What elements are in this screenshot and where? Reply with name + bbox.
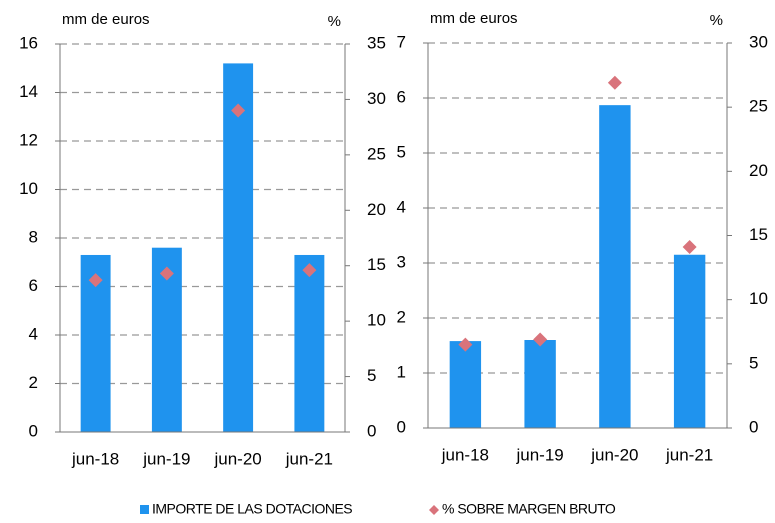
- diamond-marker: [533, 332, 548, 347]
- y2-tick-label: 15: [749, 225, 768, 244]
- y-tick-label: 10: [19, 179, 38, 198]
- diamond-marker: [682, 240, 697, 255]
- bar: [449, 341, 482, 428]
- y-tick-label: 8: [29, 227, 38, 246]
- x-tick-label: jun-19: [515, 445, 563, 464]
- y-tick-label: 14: [19, 82, 38, 101]
- bar: [599, 105, 631, 429]
- y2-tick-label: 35: [367, 33, 386, 52]
- bar: [294, 254, 325, 432]
- x-tick-label: jun-20: [590, 445, 638, 464]
- y-tick-label: 2: [29, 373, 38, 392]
- y2-tick-label: 10: [367, 311, 386, 330]
- y2-tick-label: 30: [367, 89, 386, 108]
- diamond-marker: [231, 103, 246, 118]
- y-tick-label: 0: [397, 417, 406, 436]
- y2-tick-label: 20: [749, 161, 768, 180]
- y-tick-label: 4: [29, 324, 38, 343]
- y-tick-label: 3: [397, 252, 406, 271]
- diamond-marker: [458, 337, 473, 352]
- y-tick-label: 4: [397, 197, 406, 216]
- x-tick-label: jun-21: [285, 449, 333, 468]
- y2-tick-label: 10: [749, 289, 768, 308]
- y2-tick-label: 5: [749, 353, 758, 372]
- y2-tick-label: 5: [367, 366, 376, 385]
- y-tick-label: 5: [397, 142, 406, 161]
- legend-marker: [429, 505, 439, 515]
- bar: [673, 254, 706, 428]
- x-tick-label: jun-18: [441, 445, 489, 464]
- diamond-marker: [88, 273, 103, 288]
- y2-axis-label: %: [328, 13, 341, 30]
- x-tick-label: jun-21: [665, 445, 713, 464]
- diamond-marker: [159, 266, 174, 281]
- y2-tick-label: 25: [749, 97, 768, 116]
- x-tick-label: jun-19: [142, 449, 190, 468]
- y-tick-label: 16: [19, 33, 38, 52]
- legend-label: % SOBRE MARGEN BRUTO: [442, 501, 616, 517]
- y-tick-label: 12: [19, 130, 38, 149]
- x-tick-label: jun-18: [71, 449, 119, 468]
- y2-tick-label: 15: [367, 255, 386, 274]
- diamond-marker: [302, 263, 317, 278]
- y-tick-label: 6: [29, 276, 38, 295]
- y-tick-label: 1: [397, 362, 406, 381]
- x-tick-label: jun-20: [213, 449, 261, 468]
- y2-tick-label: 0: [749, 417, 758, 436]
- legend-label: IMPORTE DE LAS DOTACIONES: [152, 501, 352, 517]
- y2-tick-label: 25: [367, 144, 386, 163]
- y-tick-label: 0: [29, 421, 38, 440]
- legend-marker: [140, 505, 149, 514]
- y2-tick-label: 0: [367, 421, 376, 440]
- y-axis-label: mm de euros: [430, 10, 518, 27]
- y2-axis-label: %: [710, 12, 723, 29]
- y-tick-label: 6: [397, 87, 406, 106]
- y2-tick-label: 20: [367, 200, 386, 219]
- bar: [223, 63, 254, 433]
- diamond-marker: [607, 75, 622, 90]
- y2-tick-label: 30: [749, 32, 768, 51]
- y-tick-label: 7: [397, 32, 406, 51]
- y-axis-label: mm de euros: [62, 11, 150, 28]
- bar: [524, 340, 556, 428]
- y-tick-label: 2: [397, 307, 406, 326]
